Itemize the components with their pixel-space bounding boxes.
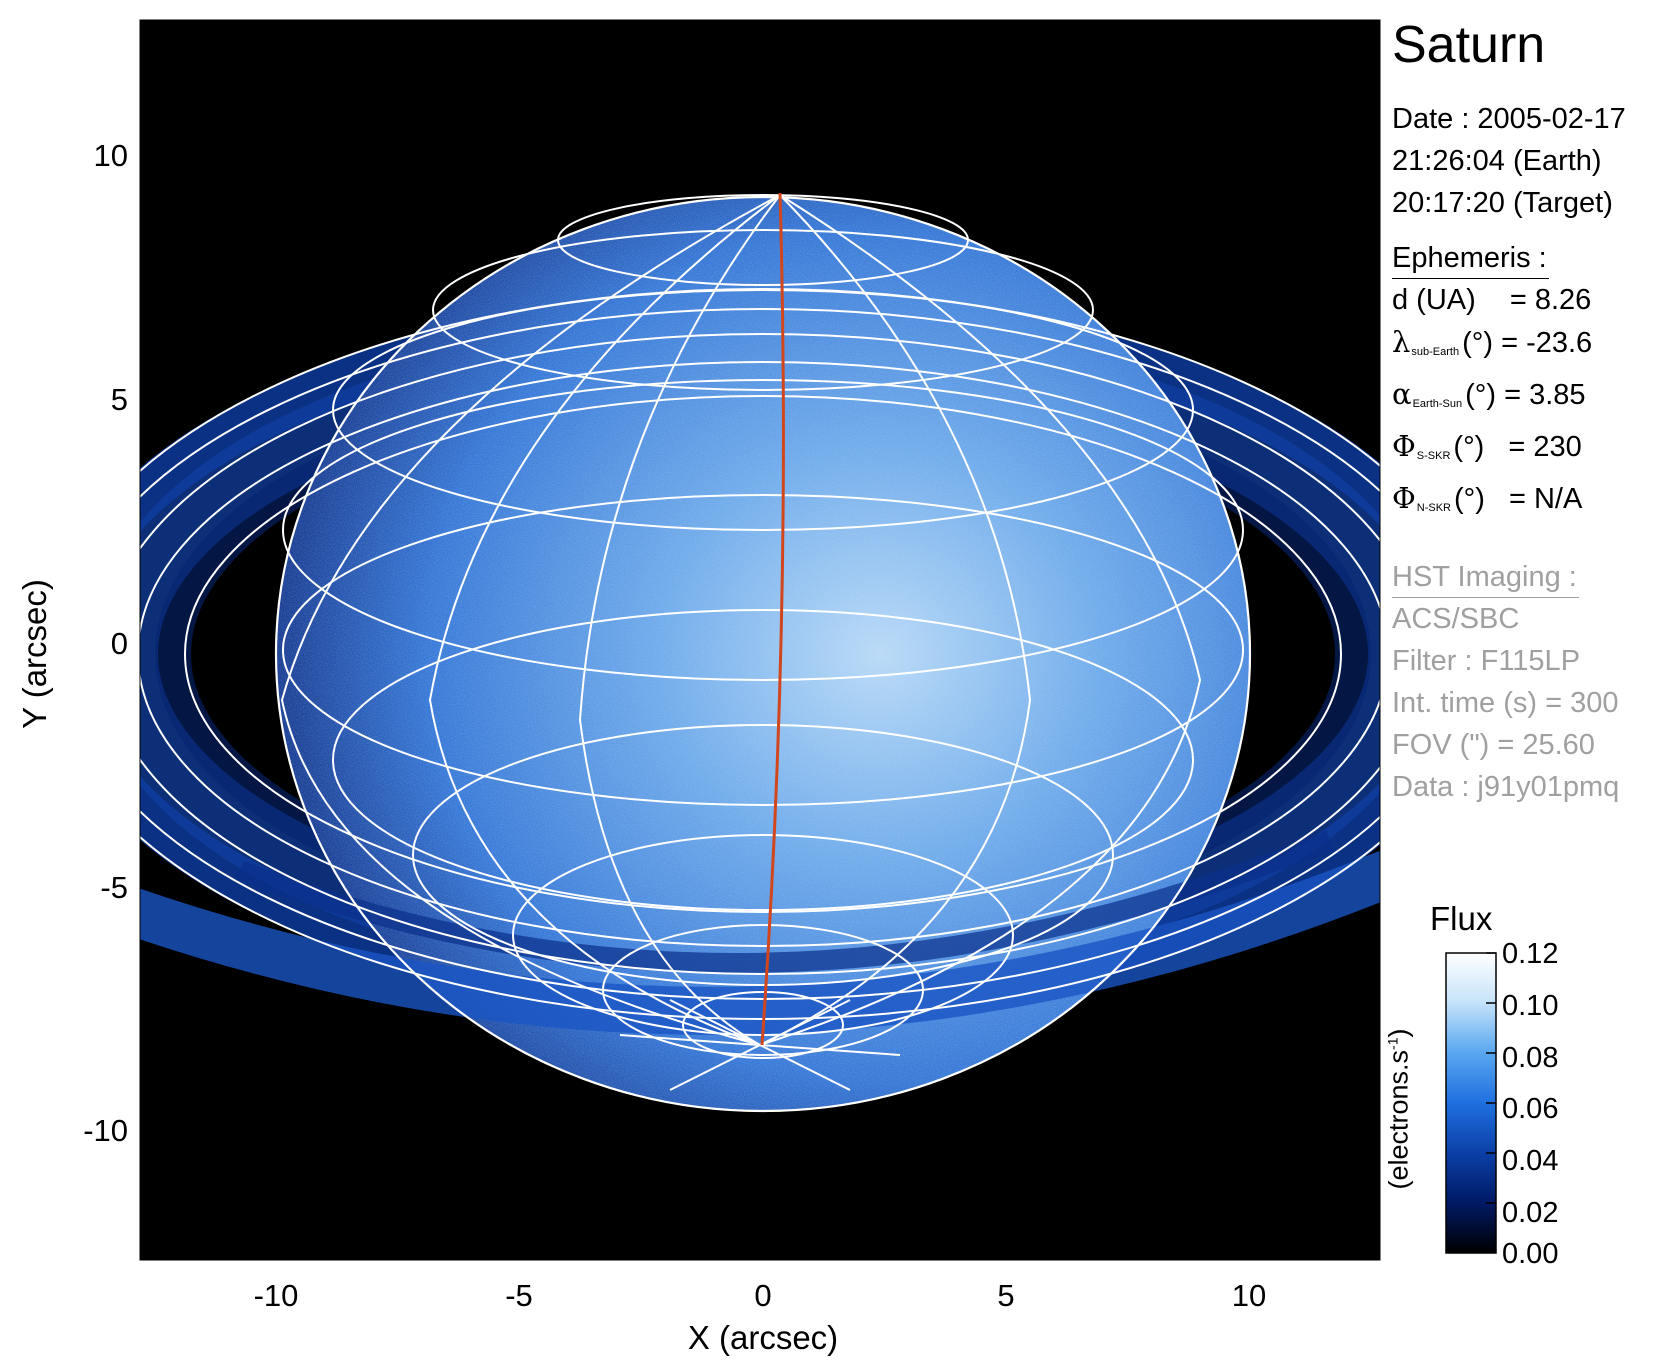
date-line: Date : 2005-02-17 xyxy=(1392,103,1626,135)
filter-line: Filter : F115LP xyxy=(1392,645,1581,677)
y-tick-label: 0 xyxy=(111,626,128,661)
colorbar-tick-marks xyxy=(1486,952,1496,1204)
latitude-line xyxy=(332,609,1194,911)
colorbar-tick-label: 0.02 xyxy=(1502,1197,1558,1229)
lambda-unit: (°) xyxy=(1462,327,1494,359)
latitude-grid xyxy=(282,194,1244,1059)
image-area xyxy=(139,19,1381,1261)
colorbar-tick-label: 0.10 xyxy=(1502,990,1558,1022)
info-panel: Saturn Date : 2005-02-17 21:26:04 (Earth… xyxy=(1392,14,1672,808)
colorbar-tick-label: 0.00 xyxy=(1502,1238,1558,1270)
ring-outline-4 xyxy=(140,361,1380,947)
y-tick-label: 5 xyxy=(111,382,128,417)
meridian-line xyxy=(669,999,851,1091)
y-tick-label: -10 xyxy=(83,1113,128,1148)
phase-angle-row: αEarth-Sun (°) = 3.85 xyxy=(1392,373,1672,425)
colorbar-unit-suffix: ) xyxy=(1383,1028,1414,1038)
meridian-line xyxy=(759,194,1202,1046)
latitude-line xyxy=(282,494,1244,806)
phi-n-symbol: Φ xyxy=(1392,481,1416,515)
ephemeris-heading: Ephemeris : xyxy=(1392,238,1549,279)
y-axis: 10 5 0 -5 -10 Y (arcsec) xyxy=(16,138,128,1148)
colorbar-ticks: 0.12 0.10 0.08 0.06 0.04 0.02 0.00 xyxy=(1502,938,1558,1270)
colorbar: 0.12 0.10 0.08 0.06 0.04 0.02 0.00 xyxy=(1445,938,1558,1270)
latitude-line xyxy=(682,991,844,1059)
latitude-line xyxy=(602,924,924,1056)
x-tick-label: -5 xyxy=(505,1278,533,1313)
planet-limb xyxy=(274,195,1252,1113)
ring-outline-3 xyxy=(140,333,1380,975)
image-frame xyxy=(139,19,1381,1261)
integration-time-line: Int. time (s) = 300 xyxy=(1392,687,1619,719)
y-axis-title: Y (arcsec) xyxy=(16,579,53,729)
x-axis: -10 -5 0 5 10 X (arcsec) xyxy=(254,1278,1267,1356)
hst-imaging-heading: HST Imaging : xyxy=(1392,557,1579,598)
s-skr-phase-row: ΦS-SKR (°) = 230 xyxy=(1392,425,1672,477)
alpha-value: = 3.85 xyxy=(1504,379,1586,411)
colorbar-tick-label: 0.06 xyxy=(1502,1093,1558,1125)
phi-n-subscript: N-SKR xyxy=(1416,502,1452,514)
phi-s-symbol: Φ xyxy=(1392,429,1416,463)
alpha-symbol: α xyxy=(1392,377,1412,411)
colorbar-tick-label: 0.08 xyxy=(1502,1042,1558,1074)
distance-value: = 8.26 xyxy=(1509,284,1592,316)
y-tick-label: 10 xyxy=(94,138,128,173)
phi-s-value: = 230 xyxy=(1508,431,1582,463)
distance-row: d (UA) = 8.26 xyxy=(1392,279,1672,321)
colorbar-title: Flux xyxy=(1430,900,1493,937)
meridian-line xyxy=(428,194,781,1046)
fov-line: FOV (") = 25.60 xyxy=(1392,729,1595,761)
lambda-value: = -23.6 xyxy=(1501,327,1593,359)
y-tick-label: -5 xyxy=(100,870,128,905)
latitude-line xyxy=(282,379,1244,681)
phi-s-unit: (°) xyxy=(1453,431,1485,463)
distance-label: d (UA) xyxy=(1392,284,1476,316)
target-time: 20:17:20 (Target) xyxy=(1392,187,1613,219)
phi-s-subscript: S-SKR xyxy=(1416,450,1451,462)
data-id-line: Data : j91y01pmq xyxy=(1392,771,1620,803)
ring-front-band xyxy=(140,850,1380,1035)
x-tick-label: 10 xyxy=(1232,1278,1266,1313)
instrument-line: ACS/SBC xyxy=(1392,603,1520,635)
colorbar-unit-exponent: -1 xyxy=(1384,1037,1401,1050)
lambda-subscript: sub-Earth xyxy=(1411,346,1460,358)
central-meridian xyxy=(760,192,785,1046)
ring-outline-5 xyxy=(184,395,1342,913)
x-tick-label: -10 xyxy=(254,1278,299,1313)
colorbar-unit-prefix: (electrons.s xyxy=(1383,1049,1414,1190)
x-tick-label: 5 xyxy=(997,1278,1014,1313)
ring-outline-2 xyxy=(140,308,1380,1000)
alpha-subscript: Earth-Sun xyxy=(1412,398,1463,410)
meridian-line xyxy=(280,194,781,1046)
meridian-line xyxy=(759,194,1032,1046)
latitude-line xyxy=(557,194,969,286)
meridian-line xyxy=(578,194,781,1046)
hst-imaging-block: HST Imaging : ACS/SBC Filter : F115LP In… xyxy=(1392,529,1672,808)
phi-n-value: = N/A xyxy=(1509,483,1583,515)
sub-earth-latitude-row: λsub-Earth (°) = -23.6 xyxy=(1392,321,1672,373)
x-tick-label: 0 xyxy=(754,1278,771,1313)
colorbar-unit-label: (electrons.s-1) xyxy=(1384,999,1415,1219)
latitude-line xyxy=(432,229,1094,391)
alpha-unit: (°) xyxy=(1465,379,1497,411)
planet-disk-texture xyxy=(276,197,1250,1111)
meridian-grid xyxy=(280,194,1202,1091)
planet-title: Saturn xyxy=(1392,16,1546,74)
colorbar-tick-label: 0.04 xyxy=(1502,1145,1558,1177)
colorbar-tick-label: 0.12 xyxy=(1502,938,1558,970)
earth-time: 21:26:04 (Earth) xyxy=(1392,145,1602,177)
x-axis-title: X (arcsec) xyxy=(688,1319,838,1356)
phi-n-unit: (°) xyxy=(1454,483,1485,515)
latitude-line xyxy=(332,289,1194,531)
n-skr-phase-row: ΦN-SKR (°) = N/A xyxy=(1392,477,1672,529)
latitude-line xyxy=(412,724,1114,986)
lambda-symbol: λ xyxy=(1392,325,1411,359)
